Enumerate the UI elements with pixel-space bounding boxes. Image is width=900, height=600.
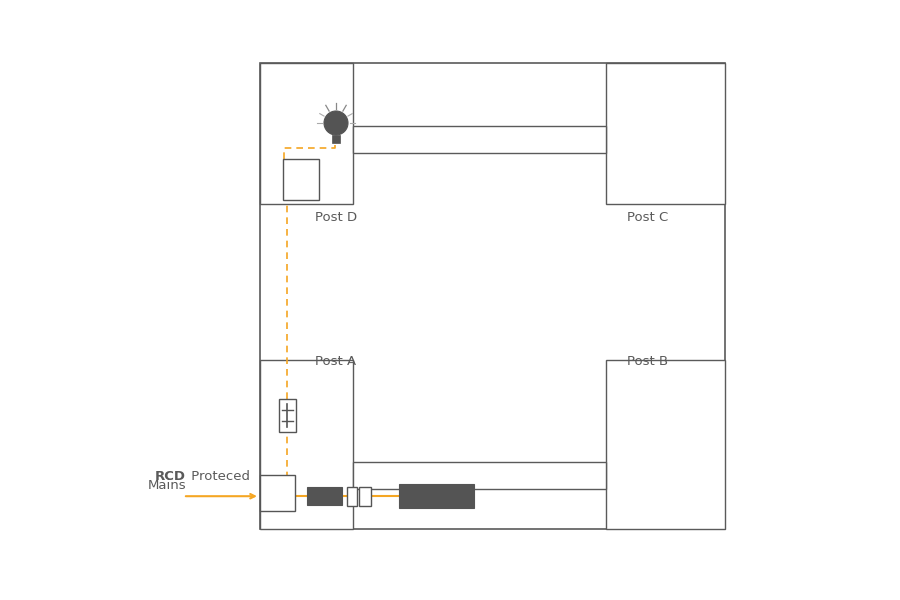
Bar (332, 135, 340, 143)
Bar (279, 399, 296, 432)
Bar (346, 487, 357, 506)
Text: Post C: Post C (627, 211, 669, 224)
Bar (260, 360, 353, 529)
Bar (353, 126, 606, 153)
Text: RCD: RCD (155, 470, 186, 483)
Bar (260, 63, 353, 204)
Text: Post A: Post A (315, 355, 356, 368)
Circle shape (324, 111, 348, 135)
Text: 24 VDC: 24 VDC (305, 491, 344, 501)
Text: Mains: Mains (148, 479, 186, 492)
Text: Post D: Post D (315, 211, 357, 224)
Bar (359, 487, 371, 506)
Bar (307, 487, 342, 505)
Bar (353, 462, 606, 489)
Text: Proteced: Proteced (187, 470, 250, 483)
Bar (399, 484, 474, 508)
Bar (606, 360, 724, 529)
Bar (284, 159, 320, 200)
Bar (260, 63, 724, 529)
Bar (260, 475, 294, 511)
Bar (606, 63, 724, 204)
Text: Post B: Post B (627, 355, 669, 368)
Text: Roof Motor: Roof Motor (406, 491, 467, 501)
